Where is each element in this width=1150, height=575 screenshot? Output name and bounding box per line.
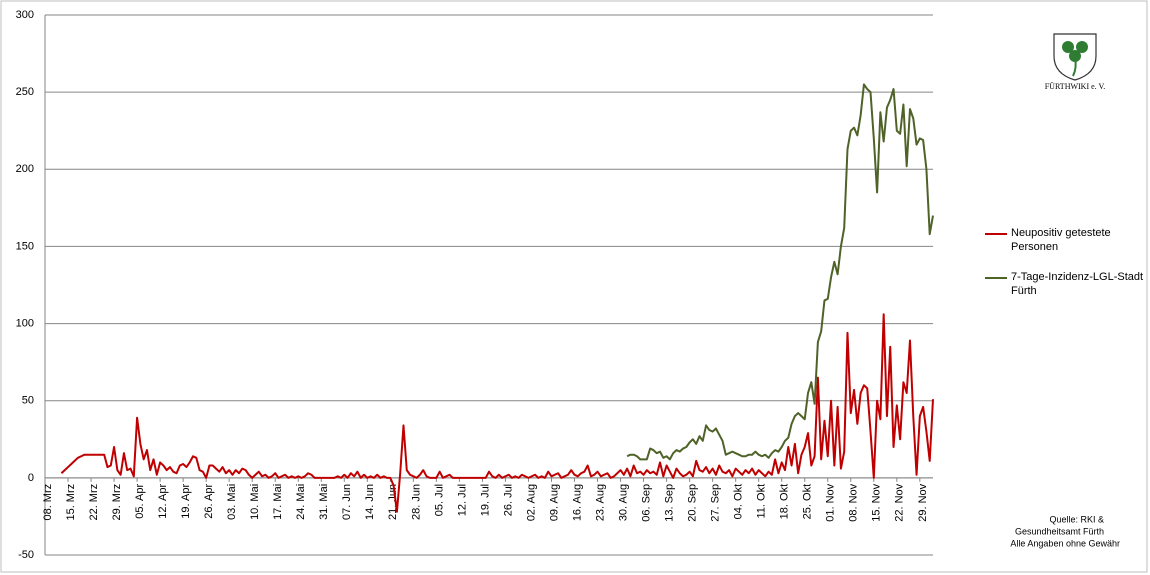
x-tick-label: 10. Mai <box>249 484 261 520</box>
x-tick-label: 27. Sep <box>710 484 722 522</box>
x-tick-label: 30. Aug <box>617 484 629 521</box>
x-tick-label: 08. Nov <box>848 483 860 521</box>
legend-item: 7-Tage-Inzidenz-LGL-Stadt Fürth <box>985 270 1145 298</box>
x-tick-label: 18. Okt <box>779 484 791 519</box>
x-tick-label: 05. Jul <box>433 484 445 516</box>
legend: Neupositiv getestete Personen 7-Tage-Inzi… <box>985 226 1145 314</box>
x-tick-label: 16. Aug <box>571 484 583 521</box>
y-tick-label: 0 <box>28 472 34 484</box>
y-tick-label: 200 <box>16 163 34 175</box>
x-tick-label: 08. Mrz <box>42 484 54 521</box>
series-line <box>626 83 934 461</box>
x-tick-label: 20. Sep <box>687 484 699 522</box>
x-tick-label: 19. Apr <box>180 484 192 519</box>
y-tick-label: 150 <box>16 240 34 252</box>
x-tick-label: 12. Apr <box>157 484 169 519</box>
x-tick-label: 29. Mrz <box>111 484 123 521</box>
x-tick-label: 26. Jul <box>502 484 514 516</box>
x-tick-label: 12. Jul <box>456 484 468 516</box>
x-tick-label: 03. Mai <box>226 484 238 520</box>
legend-swatch <box>985 233 1007 235</box>
y-tick-label: 250 <box>16 86 34 98</box>
y-tick-label: 100 <box>16 317 34 329</box>
x-tick-label: 15. Mrz <box>65 484 77 521</box>
logo: FÜRTHWIKI e. V. <box>1045 33 1106 91</box>
x-tick-label: 01. Nov <box>825 483 837 521</box>
x-tick-label: 19. Jul <box>479 484 491 516</box>
y-tick-label: 300 <box>16 9 34 21</box>
x-tick-label: 13. Sep <box>664 484 676 522</box>
x-tick-label: 28. Jun <box>410 484 422 520</box>
x-tick-label: 11. Okt <box>756 484 768 519</box>
source-note: Gesundheitsamt Fürth <box>1015 526 1104 536</box>
logo-leaf <box>1069 50 1081 62</box>
x-tick-label: 22. Nov <box>894 483 906 521</box>
logo-text: FÜRTHWIKI e. V. <box>1045 82 1106 91</box>
x-tick-label: 17. Mai <box>272 484 284 520</box>
legend-swatch <box>985 277 1007 279</box>
logo-leaf <box>1076 41 1088 53</box>
x-tick-label: 23. Aug <box>594 484 606 521</box>
legend-item: Neupositiv getestete Personen <box>985 226 1145 254</box>
x-tick-label: 07. Jun <box>341 484 353 520</box>
x-tick-label: 15. Nov <box>871 483 883 521</box>
source-note: Quelle: RKI & <box>1049 514 1104 524</box>
x-tick-label: 14. Jun <box>364 484 376 520</box>
x-tick-label: 22. Mrz <box>88 484 100 521</box>
x-tick-label: 25. Okt <box>802 484 814 519</box>
series-line <box>60 313 934 513</box>
x-tick-label: 02. Aug <box>525 484 537 521</box>
logo-leaf <box>1062 41 1074 53</box>
x-tick-label: 29. Nov <box>917 483 929 521</box>
x-tick-label: 06. Sep <box>640 484 652 522</box>
x-tick-label: 09. Aug <box>548 484 560 521</box>
y-tick-label: -50 <box>18 549 34 561</box>
x-tick-label: 31. Mai <box>318 484 330 520</box>
logo-stem <box>1072 57 1077 77</box>
legend-label: 7-Tage-Inzidenz-LGL-Stadt Fürth <box>1011 271 1144 297</box>
source-note: Alle Angaben ohne Gewähr <box>1010 538 1120 548</box>
x-tick-label: 26. Apr <box>203 484 215 519</box>
y-tick-label: 50 <box>22 395 34 407</box>
x-tick-label: 05. Apr <box>134 484 146 519</box>
legend-label: Neupositiv getestete Personen <box>1011 227 1111 253</box>
x-tick-label: 04. Okt <box>733 484 745 519</box>
x-tick-label: 24. Mai <box>295 484 307 520</box>
